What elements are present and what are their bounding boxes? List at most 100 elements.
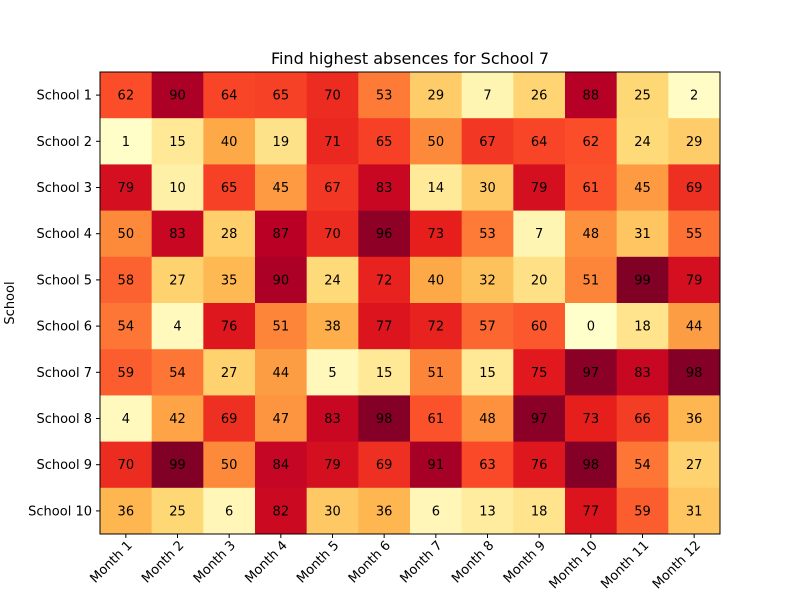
cell-value-label: 51 — [428, 366, 445, 381]
cell-value-label: 97 — [583, 366, 600, 381]
cell-value-label: 83 — [324, 412, 341, 427]
heatmap-cell — [616, 72, 669, 119]
heatmap-cell — [151, 349, 204, 396]
cell-value-label: 38 — [324, 320, 341, 335]
cell-value-label: 44 — [273, 366, 290, 381]
cell-value-label: 59 — [118, 366, 135, 381]
heatmap-cell — [203, 210, 256, 258]
heatmap-cell — [203, 441, 256, 489]
cell-value-label: 72 — [428, 320, 445, 335]
heatmap-cell — [461, 441, 514, 489]
heatmap-cell — [565, 395, 618, 443]
cell-value-label: 31 — [686, 504, 703, 519]
heatmap-cell — [616, 395, 669, 443]
cell-value-label: 54 — [634, 458, 651, 473]
heatmap-cell — [358, 487, 411, 535]
heatmap-cell — [565, 441, 618, 489]
cell-value-label: 73 — [428, 227, 445, 242]
cell-value-label: 27 — [221, 366, 238, 381]
cell-value-label: 54 — [169, 366, 186, 381]
cell-value-label: 30 — [479, 181, 496, 196]
cell-value-label: 83 — [376, 181, 393, 196]
heatmap-cell — [565, 118, 618, 165]
cell-value-label: 55 — [686, 227, 703, 242]
cell-value-label: 69 — [221, 412, 238, 427]
cell-value-label: 70 — [324, 227, 341, 242]
heatmap-cell — [513, 164, 566, 212]
cell-value-label: 90 — [273, 273, 290, 288]
heatmap-cell — [358, 72, 411, 119]
cell-value-label: 97 — [531, 412, 548, 427]
heatmap-cell — [565, 72, 618, 119]
heatmap-cell — [410, 164, 463, 212]
heatmap-cell — [255, 164, 308, 212]
heatmap-cell — [461, 210, 514, 258]
cell-value-label: 5 — [328, 366, 336, 381]
heatmap-cell — [203, 487, 256, 535]
y-tick-label: School 4 — [36, 227, 92, 242]
cell-value-label: 69 — [376, 458, 393, 473]
cell-value-label: 20 — [531, 273, 548, 288]
cell-value-label: 51 — [273, 320, 290, 335]
heatmap-cell — [100, 256, 153, 304]
heatmap-cell — [461, 164, 514, 212]
cell-value-label: 19 — [273, 135, 290, 150]
cell-value-label: 42 — [169, 412, 186, 427]
plot-frame — [99, 71, 721, 535]
cell-value-label: 63 — [479, 458, 496, 473]
cell-value-label: 61 — [583, 181, 600, 196]
heatmap-cell — [410, 303, 463, 350]
cell-value-label: 98 — [376, 412, 393, 427]
cell-value-label: 27 — [169, 273, 186, 288]
cell-value-label: 72 — [376, 273, 393, 288]
heatmap-cell — [100, 164, 153, 212]
cell-value-label: 36 — [376, 504, 393, 519]
cell-value-label: 4 — [122, 412, 130, 427]
heatmap-cell — [668, 72, 721, 119]
cell-value-label: 26 — [531, 89, 548, 104]
cell-value-label: 70 — [118, 458, 135, 473]
heatmap-cell — [306, 256, 359, 304]
cell-value-label: 96 — [376, 227, 393, 242]
heatmap-cell — [616, 256, 669, 304]
heatmap-cell — [513, 210, 566, 258]
cell-value-label: 36 — [118, 504, 135, 519]
cell-value-label: 27 — [686, 458, 703, 473]
cell-value-label: 87 — [273, 227, 290, 242]
cell-value-label: 50 — [221, 458, 238, 473]
heatmap-cell — [358, 210, 411, 258]
cell-value-label: 14 — [428, 181, 445, 196]
heatmap-cell — [410, 487, 463, 535]
cell-value-label: 99 — [169, 458, 186, 473]
heatmap-cell — [203, 395, 256, 443]
heatmap-cells — [100, 72, 721, 535]
y-tick-label: School 9 — [36, 458, 92, 473]
cell-value-label: 64 — [531, 135, 548, 150]
heatmap-cell — [151, 256, 204, 304]
cell-value-label: 25 — [169, 504, 186, 519]
heatmap-cell — [461, 487, 514, 535]
cell-value-label: 67 — [479, 135, 496, 150]
cell-value-label: 35 — [221, 273, 238, 288]
heatmap-cell — [616, 349, 669, 396]
cell-value-label: 48 — [583, 227, 600, 242]
heatmap-cell — [513, 395, 566, 443]
cell-value-label: 51 — [583, 273, 600, 288]
heatmap-cell — [151, 303, 204, 350]
cell-value-label: 77 — [583, 504, 600, 519]
heatmap-cell — [461, 118, 514, 165]
cell-value-label: 7 — [535, 227, 543, 242]
cell-value-label: 62 — [583, 135, 600, 150]
cell-value-label: 28 — [221, 227, 238, 242]
cell-value-label: 61 — [428, 412, 445, 427]
heatmap-cell — [151, 118, 204, 165]
heatmap-cell — [306, 303, 359, 350]
heatmap-cell — [410, 256, 463, 304]
heatmap-cell — [616, 303, 669, 350]
heatmap-cell — [203, 118, 256, 165]
cell-value-label: 88 — [583, 89, 600, 104]
cell-value-label: 29 — [686, 135, 703, 150]
heatmap-cell — [410, 395, 463, 443]
heatmap-cell — [461, 303, 514, 350]
cell-value-label: 2 — [690, 89, 698, 104]
